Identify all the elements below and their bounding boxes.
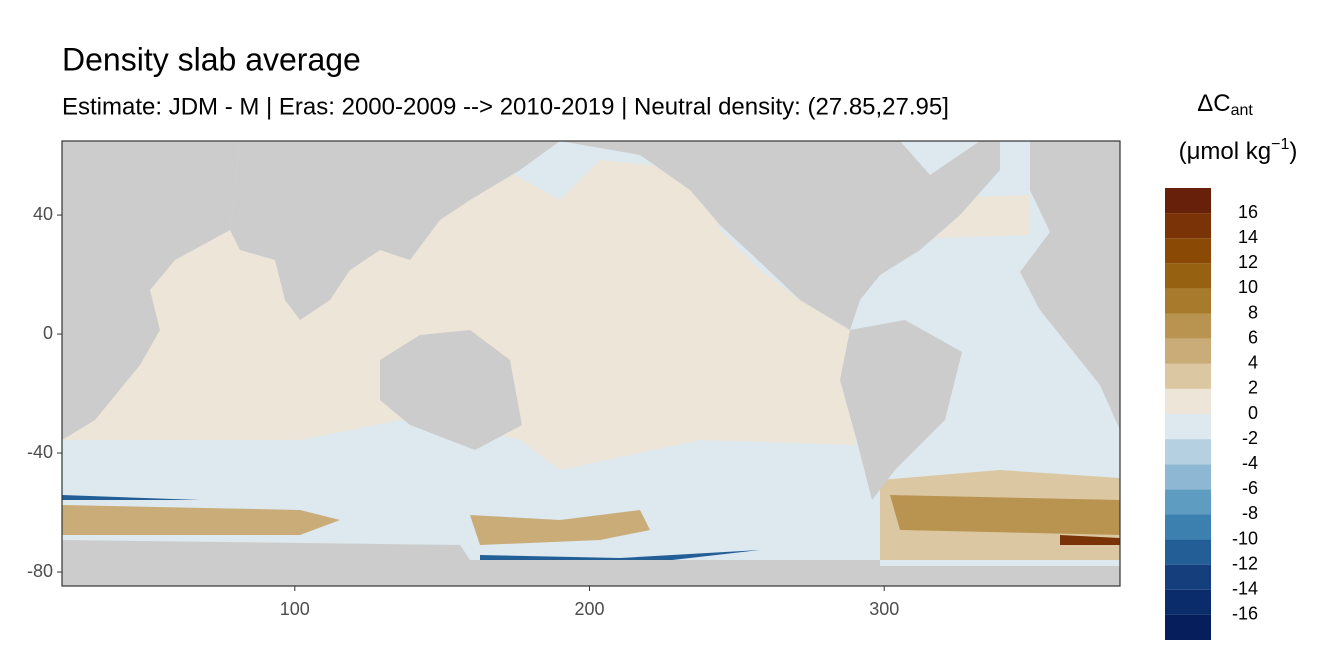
- legend-unit-superscript: −1: [1271, 136, 1289, 153]
- x-tick-label: 300: [869, 599, 899, 619]
- legend-title-subscript: ant: [1231, 102, 1254, 119]
- y-tick-label: -80: [27, 561, 53, 581]
- legend-label: -6: [1242, 478, 1258, 498]
- brown-band: [890, 495, 1120, 535]
- brown-band: [1060, 535, 1120, 545]
- land: [62, 141, 1120, 586]
- legend-label: -10: [1232, 528, 1258, 548]
- legend-label: -12: [1232, 553, 1258, 573]
- legend-label: 4: [1248, 353, 1258, 373]
- legend-label: 16: [1238, 202, 1258, 222]
- legend-label: 14: [1238, 227, 1258, 247]
- legend-label: 2: [1248, 378, 1258, 398]
- legend-bin: [1165, 238, 1211, 264]
- legend-bin: [1165, 514, 1211, 540]
- legend-bin: [1165, 388, 1211, 414]
- legend-bin: [1165, 614, 1211, 640]
- legend-label: -14: [1232, 579, 1258, 599]
- legend-bin: [1165, 439, 1211, 465]
- legend-label: -16: [1232, 604, 1258, 624]
- brown-band: [62, 505, 340, 535]
- legend-label: 0: [1248, 403, 1258, 423]
- legend-label: 12: [1238, 252, 1258, 272]
- y-tick-label: -40: [27, 442, 53, 462]
- legend-label: 10: [1238, 277, 1258, 297]
- legend-bin: [1165, 313, 1211, 339]
- map: [62, 141, 1120, 586]
- legend-bin: [1165, 188, 1211, 214]
- legend-unit-end: ): [1289, 138, 1297, 165]
- legend-bin: [1165, 564, 1211, 590]
- legend-label: -2: [1242, 428, 1258, 448]
- legend-bin: [1165, 539, 1211, 565]
- legend-bin: [1165, 363, 1211, 389]
- legend-bin: [1165, 288, 1211, 314]
- x-tick-label: 200: [575, 599, 605, 619]
- chart-subtitle: Estimate: JDM - M | Eras: 2000-2009 --> …: [62, 93, 949, 120]
- y-tick-label: 40: [33, 204, 53, 224]
- legend-unit-text: (μmol kg: [1179, 138, 1272, 165]
- legend-label: 8: [1248, 302, 1258, 322]
- legend-bin: [1165, 263, 1211, 289]
- legend-title: ΔCant: [1197, 90, 1253, 119]
- legend-label: 6: [1248, 327, 1258, 347]
- x-tick-label: 100: [280, 599, 310, 619]
- legend-label: -4: [1242, 453, 1258, 473]
- legend-bin: [1165, 464, 1211, 490]
- y-tick-label: 0: [43, 323, 53, 343]
- legend-bin: [1165, 414, 1211, 440]
- legend-bin: [1165, 213, 1211, 239]
- panel-border: [61, 140, 1121, 587]
- legend-label: -8: [1242, 503, 1258, 523]
- legend-bin: [1165, 589, 1211, 615]
- chart-title: Density slab average: [62, 41, 361, 77]
- brown-band: [470, 510, 650, 545]
- legend-title-symbol: ΔC: [1197, 90, 1230, 117]
- legend-bin: [1165, 489, 1211, 515]
- legend-unit: (μmol kg−1): [1179, 136, 1298, 165]
- legend-bin: [1165, 338, 1211, 364]
